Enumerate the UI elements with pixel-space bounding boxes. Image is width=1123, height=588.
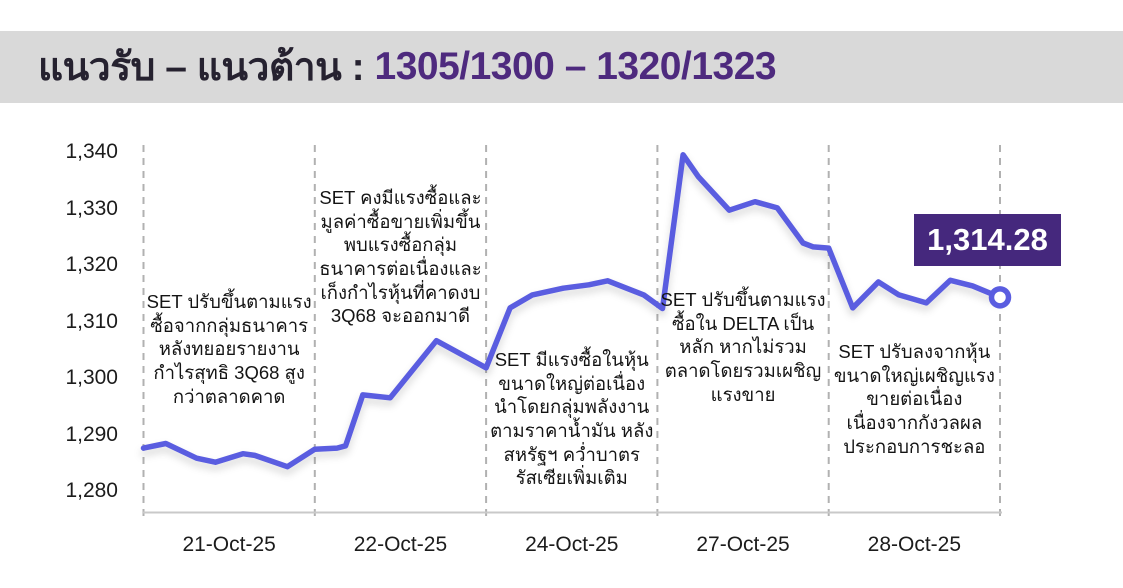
- day-separator-lines: [142, 145, 1001, 520]
- annotation-text: SET ปรับขึ้นตามแรง ซื้อใน DELTA เป็น หลั…: [660, 289, 826, 405]
- last-value-text: 1,314.28: [927, 222, 1048, 257]
- set-index-polyline: [140, 152, 1003, 470]
- y-tick-label: 1,320: [65, 253, 118, 276]
- x-axis-label: 21-Oct-25: [182, 533, 276, 556]
- y-tick-label: 1,340: [65, 140, 118, 163]
- header-band: แนวรับ – แนวต้าน : 1305/1300 – 1320/1323: [0, 31, 1123, 103]
- page-title: แนวรับ – แนวต้าน :: [38, 46, 375, 89]
- x-axis-label: 28-Oct-25: [867, 533, 962, 556]
- support-resistance-levels: 1305/1300 – 1320/1323: [374, 45, 777, 88]
- last-point-circle-icon: [988, 286, 1012, 309]
- y-tick-label: 1,280: [65, 479, 118, 502]
- annotation-text: SET คงมีแรงซื้อและ มูลค่าซื้อขายเพิ่มขึ้…: [319, 187, 482, 327]
- y-tick-label: 1,300: [65, 366, 118, 389]
- set-index-line: [140, 152, 1003, 470]
- last-point-marker: [988, 286, 1012, 309]
- x-axis-label: 22-Oct-25: [353, 533, 448, 556]
- annotation-text: SET ปรับขึ้นตามแรง ซื้อจากกลุ่มธนาคาร หล…: [146, 291, 312, 407]
- x-axis-label: 27-Oct-25: [696, 533, 790, 556]
- y-tick-label: 1,330: [65, 196, 118, 220]
- y-tick-label: 1,310: [65, 309, 118, 333]
- annotation-text: SET ปรับลงจากหุ้น ขนาดใหญ่เผชิญแรง ขายต่…: [833, 341, 995, 457]
- annotation-text: SET มีแรงซื้อในหุ้น ขนาดใหญ่ต่อเนื่อง นำ…: [490, 349, 654, 489]
- last-value-badge: 1,314.28: [914, 214, 1061, 266]
- y-tick-label: 1,290: [65, 422, 118, 446]
- x-axis-label: 24-Oct-25: [525, 533, 619, 556]
